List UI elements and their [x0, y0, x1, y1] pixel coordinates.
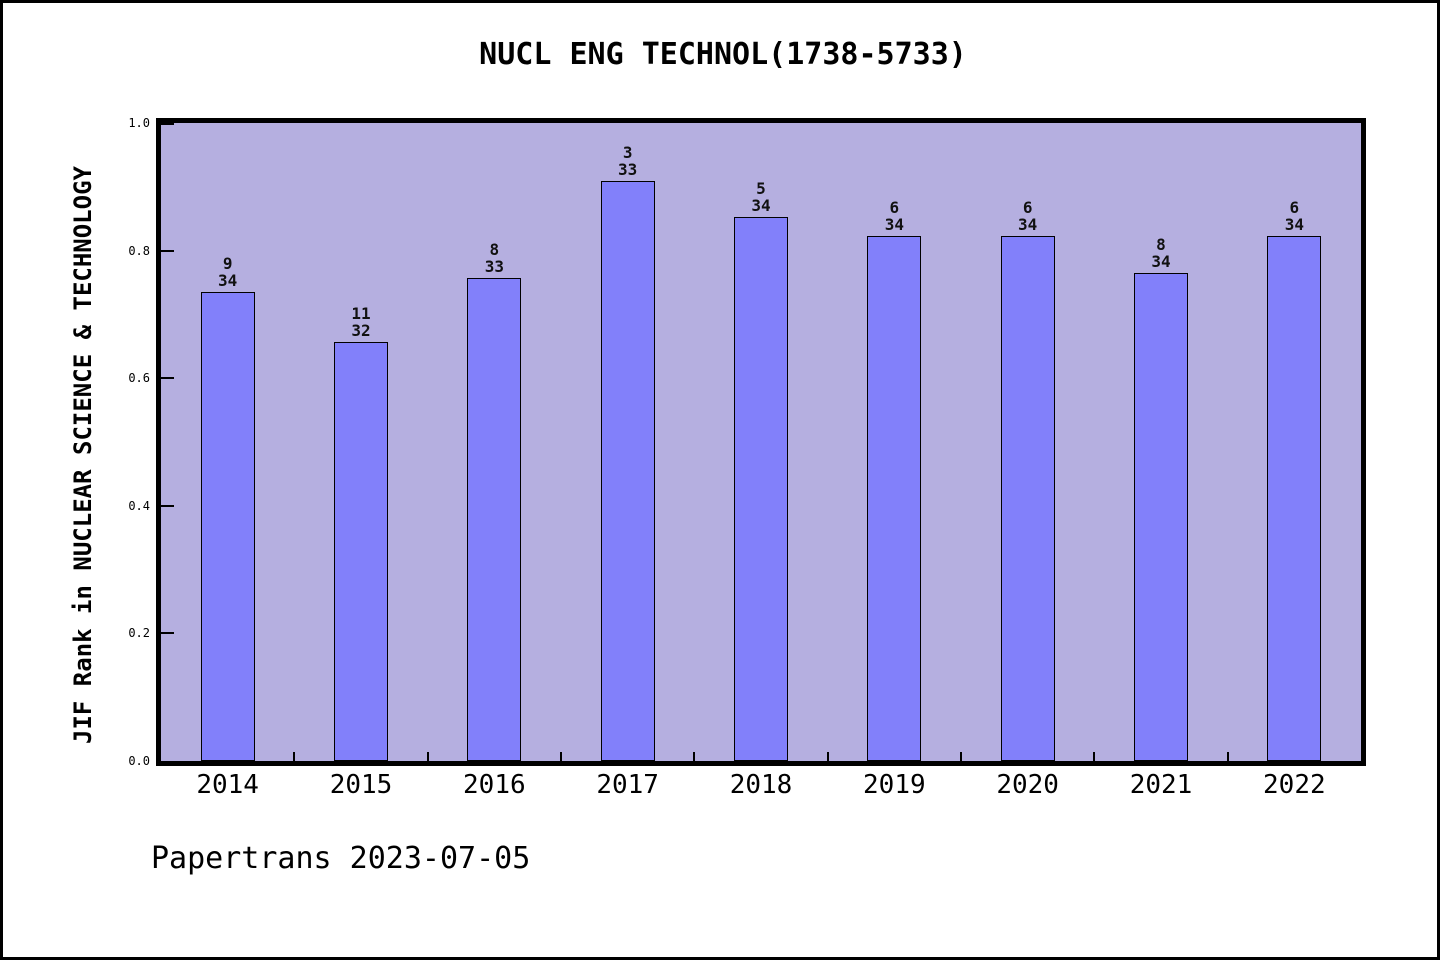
x-tick-mark — [960, 752, 962, 761]
x-tick-label-2014: 2014 — [196, 770, 259, 800]
bar-rank: 6 — [889, 197, 900, 217]
bar-value-label-2022: 6 34 — [1249, 199, 1339, 233]
y-tick-label: 1.0 — [128, 116, 150, 130]
x-tick-label-2021: 2021 — [1129, 770, 1193, 800]
y-tick-label: 0.8 — [128, 243, 150, 258]
y-tick-mark — [161, 377, 174, 380]
bar-value-label-2017: 3 33 — [583, 144, 673, 178]
x-tick-label-2018: 2018 — [729, 770, 793, 800]
x-tick-label-2020: 2020 — [996, 770, 1059, 800]
x-tick-mark — [693, 752, 696, 761]
bar-rank: 8 — [489, 239, 500, 259]
bar-value-label-2015: 11 32 — [316, 305, 406, 339]
x-tick-label-2022: 2022 — [1263, 770, 1326, 800]
bar-total: 34 — [1151, 252, 1171, 272]
y-tick-label: 0.6 — [128, 371, 150, 386]
x-tick-label-2017: 2017 — [596, 770, 659, 800]
bar-2019 — [867, 235, 922, 761]
bar-total: 34 — [1284, 214, 1304, 234]
bar-2020 — [1000, 235, 1055, 761]
y-tick-mark — [161, 123, 174, 125]
x-tick-label-2015: 2015 — [329, 770, 393, 800]
x-tick-mark — [293, 752, 296, 761]
x-tick-mark — [1093, 752, 1096, 761]
bar-total: 32 — [351, 321, 371, 341]
bar-value-label-2020: 6 34 — [983, 199, 1073, 233]
chart-title: NUCL ENG TECHNOL(1738-5733) — [479, 37, 967, 72]
x-tick-mark — [826, 752, 829, 761]
bar-total: 34 — [884, 214, 904, 234]
bar-rank: 9 — [222, 253, 233, 273]
bar-2017 — [600, 180, 655, 761]
bar-total: 34 — [218, 270, 238, 290]
bar-total: 33 — [618, 159, 638, 179]
bar-value-label-2016: 8 33 — [449, 241, 539, 275]
bar-value-label-2018: 5 34 — [716, 180, 806, 214]
bar-total: 33 — [484, 256, 504, 276]
bar-rank: 6 — [1022, 197, 1033, 217]
y-axis-title: JIF Rank in NUCLEAR SCIENCE & TECHNOLOGY — [69, 166, 97, 744]
bar-total: 34 — [1018, 214, 1038, 234]
bar-value-label-2014: 9 34 — [183, 255, 273, 289]
y-tick-mark — [161, 249, 174, 252]
x-tick-label-2016: 2016 — [463, 770, 526, 800]
bar-rank: 5 — [756, 178, 766, 198]
footer-note: Papertrans 2023-07-05 — [151, 841, 531, 876]
y-tick-label: 0.0 — [128, 754, 150, 768]
bar-2022 — [1267, 235, 1322, 761]
y-tick-mark — [161, 504, 174, 507]
y-tick-label: 0.2 — [128, 626, 150, 641]
bar-value-label-2019: 6 34 — [849, 199, 939, 233]
bar-total: 34 — [751, 195, 771, 215]
plot-area: 9 34 11 32 8 33 3 33 5 34 6 34 6 34 8 34 6 34 — [156, 118, 1366, 766]
x-tick-label-2019: 2019 — [863, 770, 926, 800]
bar-2014 — [200, 291, 255, 761]
bar-value-label-2021: 8 34 — [1116, 236, 1206, 270]
x-tick-mark — [1226, 752, 1229, 761]
bar-rank: 11 — [351, 304, 371, 324]
y-tick-label: 0.4 — [128, 498, 150, 513]
bar-2018 — [734, 216, 788, 761]
bar-2016 — [467, 277, 522, 761]
x-tick-mark — [560, 752, 562, 761]
bar-2021 — [1134, 273, 1188, 761]
bar-2015 — [334, 342, 388, 761]
bar-rank: 6 — [1289, 197, 1300, 217]
x-tick-mark — [426, 752, 429, 761]
y-tick-mark — [161, 632, 174, 635]
bar-rank: 3 — [622, 142, 633, 162]
bar-rank: 8 — [1156, 235, 1166, 255]
